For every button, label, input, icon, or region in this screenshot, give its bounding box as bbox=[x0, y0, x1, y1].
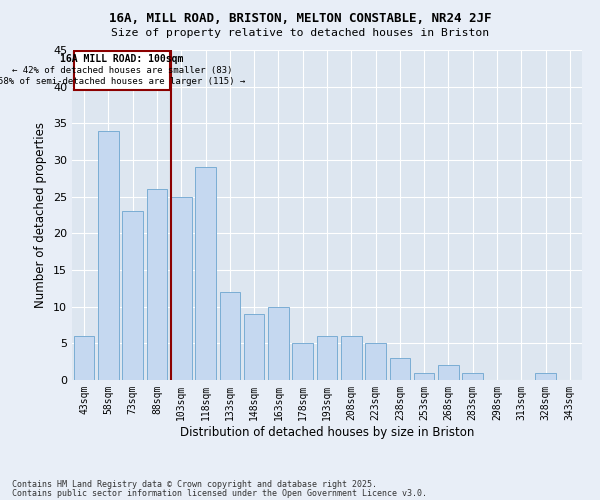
Y-axis label: Number of detached properties: Number of detached properties bbox=[34, 122, 47, 308]
Bar bbox=[146, 190, 167, 380]
Bar bbox=[171, 196, 191, 380]
Bar bbox=[74, 336, 94, 380]
Bar bbox=[220, 292, 240, 380]
Bar bbox=[74, 52, 170, 90]
Bar bbox=[414, 372, 434, 380]
Text: Size of property relative to detached houses in Briston: Size of property relative to detached ho… bbox=[111, 28, 489, 38]
Bar bbox=[317, 336, 337, 380]
Bar bbox=[122, 212, 143, 380]
Bar bbox=[195, 168, 216, 380]
Bar bbox=[244, 314, 265, 380]
Bar bbox=[438, 366, 459, 380]
Bar bbox=[268, 306, 289, 380]
Text: 58% of semi-detached houses are larger (115) →: 58% of semi-detached houses are larger (… bbox=[0, 77, 245, 86]
Text: 16A MILL ROAD: 100sqm: 16A MILL ROAD: 100sqm bbox=[60, 54, 184, 64]
Text: Contains HM Land Registry data © Crown copyright and database right 2025.: Contains HM Land Registry data © Crown c… bbox=[12, 480, 377, 489]
Bar bbox=[98, 130, 119, 380]
Bar bbox=[365, 344, 386, 380]
X-axis label: Distribution of detached houses by size in Briston: Distribution of detached houses by size … bbox=[180, 426, 474, 438]
Bar bbox=[389, 358, 410, 380]
Bar bbox=[341, 336, 362, 380]
Text: ← 42% of detached houses are smaller (83): ← 42% of detached houses are smaller (83… bbox=[12, 66, 232, 75]
Bar bbox=[463, 372, 483, 380]
Bar bbox=[535, 372, 556, 380]
Text: 16A, MILL ROAD, BRISTON, MELTON CONSTABLE, NR24 2JF: 16A, MILL ROAD, BRISTON, MELTON CONSTABL… bbox=[109, 12, 491, 26]
Text: Contains public sector information licensed under the Open Government Licence v3: Contains public sector information licen… bbox=[12, 488, 427, 498]
Bar bbox=[292, 344, 313, 380]
